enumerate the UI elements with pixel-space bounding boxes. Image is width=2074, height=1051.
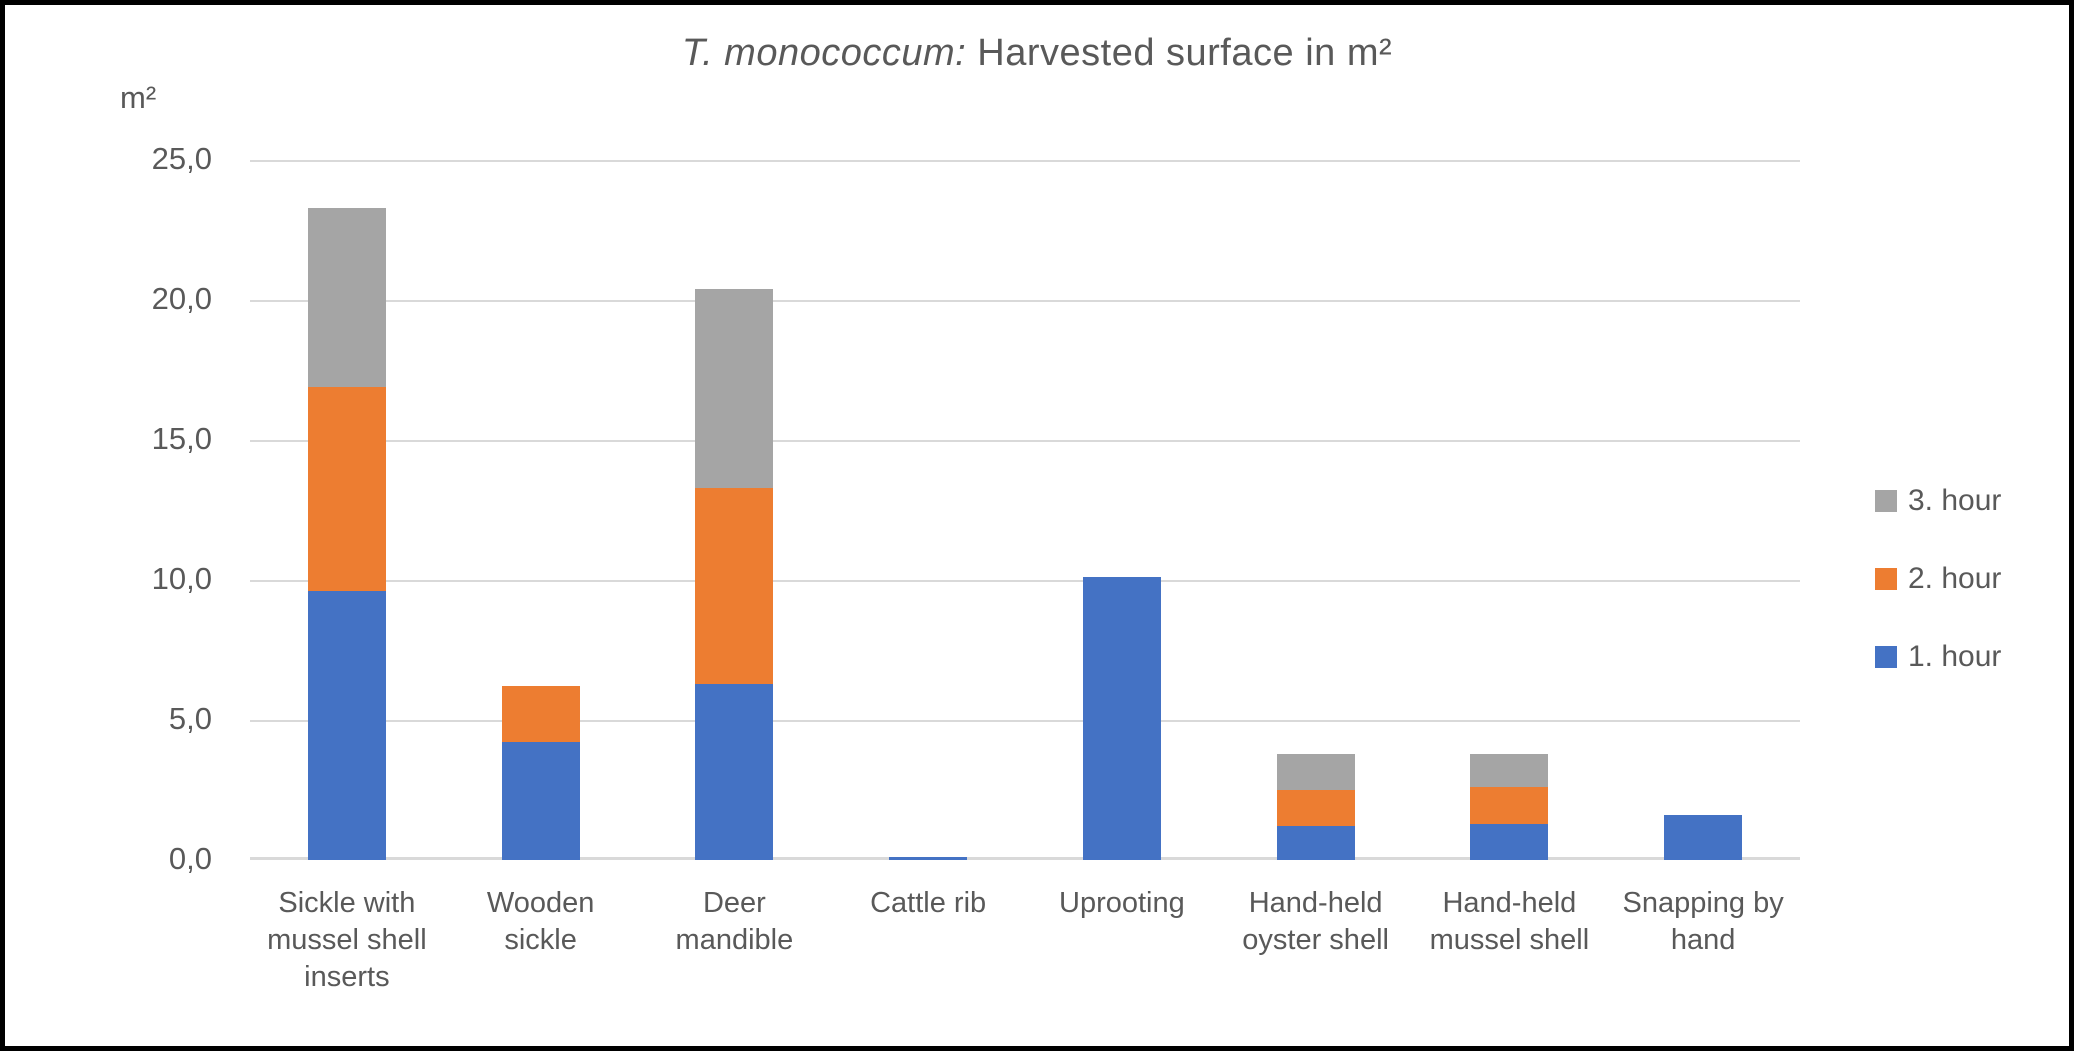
gridline xyxy=(250,720,1800,722)
x-axis: Sickle with mussel shell inserts Wooden s… xyxy=(5,5,2069,1046)
bar-segment-3-hour xyxy=(1470,753,1549,788)
bar-segment-3-hour xyxy=(307,207,386,387)
chart-title-text: Harvested surface in m² xyxy=(966,32,1393,74)
x-category-label: Snapping by hand xyxy=(1622,887,1784,956)
y-axis: 25,0 20,0 15,0 10,0 5,0 0,0 xyxy=(5,5,212,1046)
legend-label: 2. hour xyxy=(1908,562,2002,595)
y-axis-unit-label: m² xyxy=(120,80,157,115)
x-category-label: Hand-held mussel shell xyxy=(1429,887,1590,956)
y-tick-label: 10,0 xyxy=(151,561,212,596)
bar-segment-2-hour xyxy=(1470,787,1549,824)
bar-segment-2-hour xyxy=(695,487,774,684)
bar-segment-1-hour xyxy=(889,857,968,860)
x-axis-line xyxy=(250,857,1800,860)
bar-6 xyxy=(1276,753,1355,860)
bar-8 xyxy=(1664,815,1743,860)
x-category-label: Deer mandible xyxy=(675,887,794,956)
x-category-label: Cattle rib xyxy=(870,887,987,919)
legend-item-3-hour: 3. hour xyxy=(1875,484,2001,518)
gridline xyxy=(250,440,1800,442)
y-tick-label: 15,0 xyxy=(151,421,212,456)
bar-2 xyxy=(501,686,580,860)
bar-segment-1-hour xyxy=(695,683,774,860)
x-category-label: Uprooting xyxy=(1059,887,1185,919)
bar-segment-2-hour xyxy=(307,386,386,592)
legend-swatch-icon xyxy=(1875,568,1897,590)
bar-7 xyxy=(1470,753,1549,860)
legend-label: 3. hour xyxy=(1908,484,2002,517)
bar-segment-1-hour xyxy=(1664,815,1743,860)
gridline xyxy=(250,300,1800,302)
chart-title-species: T. monococcum: xyxy=(681,32,967,74)
bar-segment-1-hour xyxy=(1082,577,1161,860)
bar-segment-3-hour xyxy=(1276,753,1355,790)
bar-segment-1-hour xyxy=(1470,823,1549,860)
legend-swatch-icon xyxy=(1875,646,1897,668)
bar-5 xyxy=(1082,577,1161,860)
legend-label: 1. hour xyxy=(1908,640,2002,673)
bar-segment-1-hour xyxy=(501,742,580,860)
bar-segment-2-hour xyxy=(1276,790,1355,827)
bar-segment-1-hour xyxy=(307,591,386,860)
x-category-label: Wooden sickle xyxy=(486,887,595,956)
gridline xyxy=(250,580,1800,582)
legend-item-2-hour: 2. hour xyxy=(1875,562,2001,596)
plot-area xyxy=(250,160,1800,860)
y-tick-label: 5,0 xyxy=(168,701,212,736)
x-category-label: Sickle with mussel shell inserts xyxy=(267,887,427,993)
bar-segment-2-hour xyxy=(501,686,580,743)
y-tick-label: 20,0 xyxy=(151,281,212,316)
bar-4 xyxy=(889,857,968,860)
bar-3 xyxy=(695,288,774,860)
gridline xyxy=(250,160,1800,162)
bar-1 xyxy=(307,207,386,860)
y-tick-label: 25,0 xyxy=(151,141,212,176)
x-category-label: Hand-held oyster shell xyxy=(1242,887,1389,956)
legend-item-1-hour: 1. hour xyxy=(1875,640,2001,674)
y-tick-label: 0,0 xyxy=(168,841,212,876)
legend-swatch-icon xyxy=(1875,490,1897,512)
bar-segment-3-hour xyxy=(695,288,774,488)
bar-segment-1-hour xyxy=(1276,826,1355,860)
chart-title: T. monococcum: Harvested surface in m² xyxy=(5,32,2069,75)
